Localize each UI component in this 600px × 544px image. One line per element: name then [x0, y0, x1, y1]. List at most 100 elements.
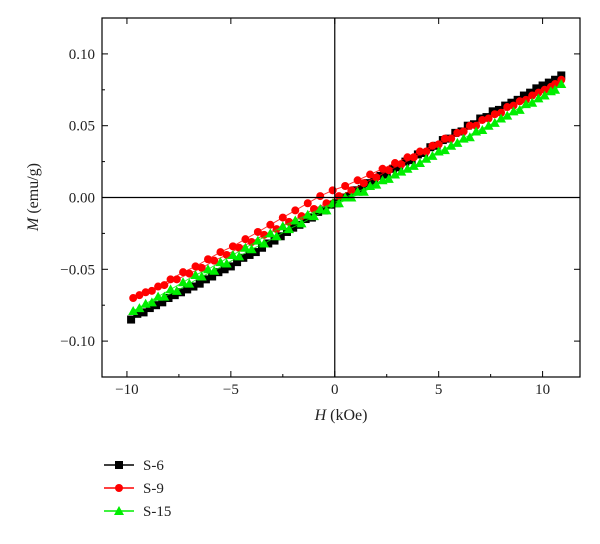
data-point: [359, 179, 368, 188]
legend-label: S-6: [143, 458, 164, 474]
data-point: [215, 257, 226, 267]
data-point: [478, 115, 487, 124]
data-point: [228, 242, 237, 251]
data-point: [434, 140, 443, 149]
data-point: [364, 179, 373, 188]
data-point: [497, 108, 506, 117]
data-point: [190, 270, 201, 280]
data-point: [259, 238, 270, 248]
data-point: [240, 242, 251, 252]
x-tick-label: 0: [331, 382, 339, 398]
data-point: [459, 127, 468, 136]
data-point: [471, 126, 482, 136]
data-point: [539, 90, 550, 100]
legend: S-6 S-9 S-15: [104, 458, 171, 520]
data-point: [183, 285, 192, 294]
data-point: [472, 121, 481, 130]
data-point: [383, 173, 394, 183]
data-point: [271, 231, 282, 241]
data-point: [427, 150, 438, 160]
data-point: [172, 275, 181, 284]
data-point: [464, 132, 475, 142]
legend-item: S-9: [104, 481, 164, 497]
data-point: [447, 134, 456, 143]
data-point: [197, 263, 206, 272]
data-point: [514, 104, 525, 114]
data-point: [351, 186, 360, 195]
y-tick-label: 0.10: [69, 47, 95, 63]
y-tick-label: −0.10: [60, 334, 95, 350]
legend-label: S-15: [143, 504, 171, 520]
data-point: [154, 282, 163, 291]
data-point: [203, 255, 212, 264]
y-axis-variable: M: [25, 216, 42, 232]
series-layer: [127, 71, 567, 324]
x-axis-variable: H: [314, 407, 328, 424]
data-point: [556, 79, 567, 89]
y-tick-label: 0.00: [69, 191, 95, 207]
data-point: [276, 232, 285, 241]
data-point: [357, 184, 366, 193]
data-point: [433, 146, 444, 156]
data-point: [159, 291, 170, 301]
data-point: [458, 133, 469, 143]
data-point: [403, 153, 412, 162]
data-point: [171, 285, 182, 295]
data-point: [422, 147, 431, 156]
data-point: [533, 93, 544, 103]
data-point: [477, 125, 488, 135]
y-tick-label: −0.05: [60, 262, 95, 278]
data-point: [245, 250, 254, 259]
legend-marker: [115, 461, 123, 469]
data-point: [353, 176, 362, 185]
series-s-9: [129, 75, 566, 303]
data-point: [227, 249, 238, 259]
data-point: [258, 243, 267, 252]
data-point: [165, 284, 176, 294]
data-point: [391, 159, 400, 168]
data-point: [439, 145, 450, 155]
data-point: [384, 166, 393, 175]
data-point: [158, 298, 167, 307]
data-point: [291, 206, 300, 215]
data-point: [196, 271, 207, 281]
data-point: [166, 275, 175, 284]
data-point: [396, 166, 407, 176]
data-point: [134, 303, 145, 313]
data-point: [490, 110, 499, 119]
data-point: [284, 224, 295, 234]
data-point: [390, 169, 401, 179]
data-point: [221, 258, 232, 268]
data-point: [515, 97, 524, 106]
legend-marker: [115, 484, 123, 492]
data-point: [164, 294, 173, 303]
data-point: [195, 279, 204, 288]
data-point: [376, 171, 385, 180]
data-point: [453, 128, 462, 137]
data-point: [528, 91, 537, 100]
data-point: [278, 213, 287, 222]
data-point: [179, 268, 188, 277]
data-point: [170, 291, 179, 300]
data-point: [184, 278, 195, 288]
data-point: [141, 288, 150, 297]
data-point: [270, 236, 279, 245]
data-point: [421, 153, 432, 163]
data-point: [147, 286, 156, 295]
data-point: [452, 137, 463, 147]
x-axis-title: H (kOe): [314, 407, 368, 424]
data-point: [508, 106, 519, 116]
y-tick-label: 0.05: [69, 119, 95, 135]
x-tick-label: 5: [435, 382, 443, 398]
data-point: [483, 120, 494, 130]
data-point: [303, 199, 312, 208]
data-point: [321, 205, 332, 215]
data-point: [290, 215, 301, 225]
data-point: [378, 164, 387, 173]
y-axis-unit: (emu/g): [25, 163, 42, 218]
x-tick-label: −5: [223, 382, 239, 398]
data-point: [266, 220, 275, 229]
data-point: [341, 182, 350, 191]
x-tick-label: 10: [535, 382, 550, 398]
data-point: [146, 297, 157, 307]
